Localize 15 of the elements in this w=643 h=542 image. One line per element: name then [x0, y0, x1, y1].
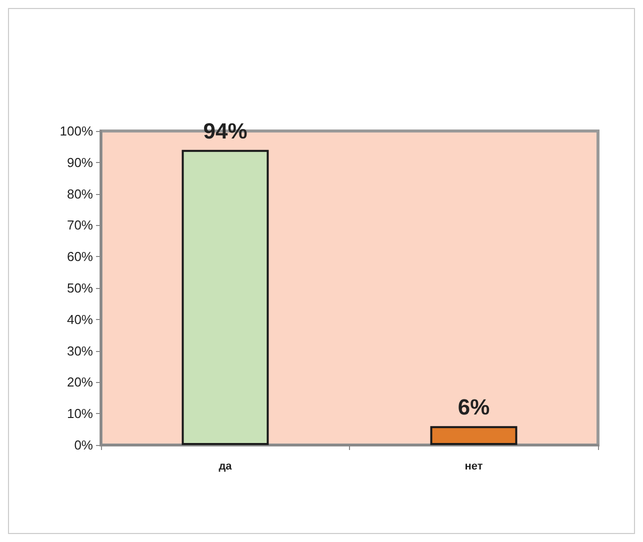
y-tick-label: 50%: [66, 280, 94, 296]
y-tick-label: 0%: [74, 438, 94, 452]
y-tick-label: 90%: [66, 154, 94, 170]
y-tick-label: 70%: [66, 218, 94, 233]
y-tick-label: 40%: [66, 312, 94, 327]
y-tick-label: 20%: [66, 374, 94, 390]
y-tick-label: 10%: [66, 406, 94, 422]
data-label: 6%: [458, 394, 490, 420]
y-tick-label: 30%: [66, 343, 94, 358]
x-tick-label: нет: [464, 460, 484, 472]
y-tick-label: 100%: [60, 124, 94, 138]
y-tick-label: 80%: [66, 186, 94, 202]
x-tick-label: да: [218, 460, 233, 472]
y-tick-label: 60%: [66, 249, 94, 264]
data-label: 94%: [203, 118, 248, 144]
